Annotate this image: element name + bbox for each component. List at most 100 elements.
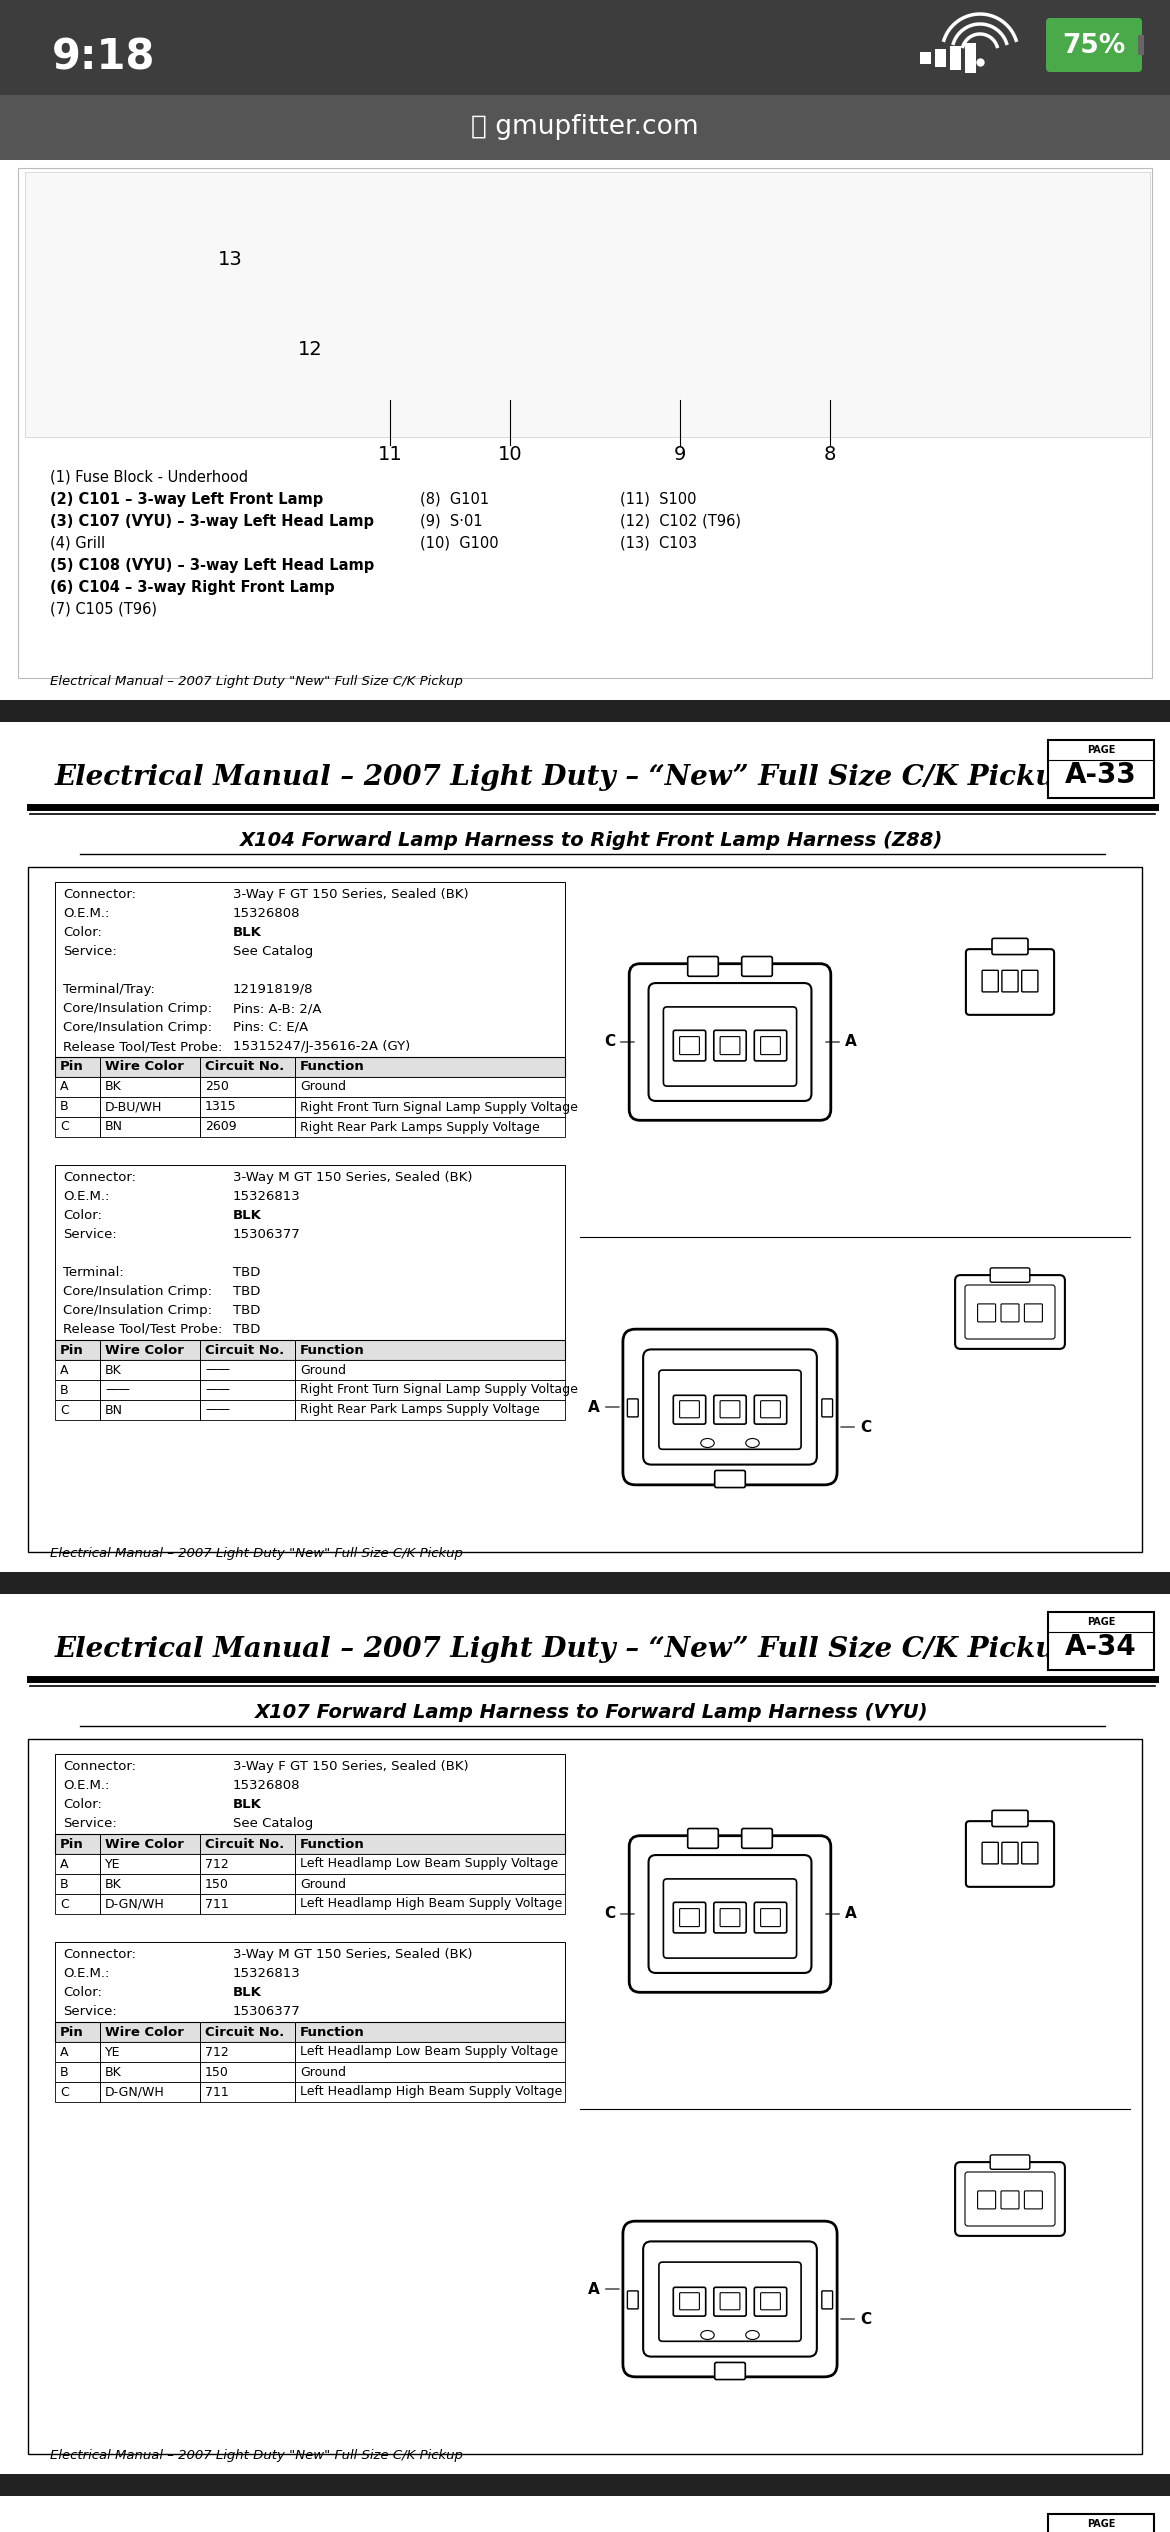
Text: O.E.M.:: O.E.M.: [63,1780,109,1793]
Text: A: A [589,2281,619,2297]
Text: BN: BN [105,1122,123,1134]
Bar [1138,35,1144,56]
Text: A: A [60,1365,69,1377]
Text: 11: 11 [378,446,402,463]
Text: C: C [604,1907,634,1922]
Bar [0,722,1170,1572]
Text: 10: 10 [497,446,522,463]
Text: Left Headlamp High Beam Supply Voltage: Left Headlamp High Beam Supply Voltage [300,2086,563,2099]
Text: (11)  S100: (11) S100 [620,491,696,506]
FancyBboxPatch shape [1025,1304,1042,1322]
FancyBboxPatch shape [688,1828,718,1848]
Text: Ground: Ground [300,2066,346,2079]
FancyBboxPatch shape [55,1874,565,1894]
Text: A: A [60,2046,69,2059]
Text: (2) C101 – 3-way Left Front Lamp: (2) C101 – 3-way Left Front Lamp [50,491,323,506]
FancyBboxPatch shape [982,1843,998,1864]
FancyBboxPatch shape [720,1909,739,1927]
Text: A: A [60,1858,69,1871]
Text: A-33: A-33 [1065,762,1137,790]
Text: Function: Function [300,1838,365,1851]
FancyBboxPatch shape [648,1856,812,1972]
FancyBboxPatch shape [1048,739,1154,798]
Bar [965,43,976,73]
Text: C: C [60,1122,69,1134]
Text: Core/Insulation Crimp:: Core/Insulation Crimp: [63,1003,212,1015]
FancyBboxPatch shape [714,1902,746,1932]
FancyBboxPatch shape [990,2155,1030,2170]
Text: Ground: Ground [300,1081,346,1094]
Text: YE: YE [105,2046,121,2059]
FancyBboxPatch shape [663,1008,797,1086]
FancyBboxPatch shape [680,2291,700,2309]
FancyBboxPatch shape [955,2162,1065,2236]
FancyBboxPatch shape [55,1360,565,1380]
Text: Release Tool/Test Probe:: Release Tool/Test Probe: [63,1324,222,1337]
Text: Electrical Manual – 2007 Light Duty – “New” Full Size C/K Pickup: Electrical Manual – 2007 Light Duty – “N… [55,765,1075,790]
Text: Right Front Turn Signal Lamp Supply Voltage: Right Front Turn Signal Lamp Supply Volt… [300,1382,578,1398]
Text: 15326808: 15326808 [233,906,301,919]
Text: Electrical Manual – 2007 Light Duty "New" Full Size C/K Pickup: Electrical Manual – 2007 Light Duty "New… [50,2448,463,2461]
Text: (4) Grill: (4) Grill [50,537,105,552]
Text: 15306377: 15306377 [233,2005,301,2018]
FancyBboxPatch shape [821,2291,833,2309]
Text: Left Headlamp High Beam Supply Voltage: Left Headlamp High Beam Supply Voltage [300,1896,563,1912]
Text: 🔒 gmupfitter.com: 🔒 gmupfitter.com [472,114,698,139]
Text: Color:: Color: [63,1208,102,1223]
FancyBboxPatch shape [55,1096,565,1117]
Text: D-BU/WH: D-BU/WH [105,1101,163,1114]
Text: Color:: Color: [63,927,102,939]
FancyBboxPatch shape [714,1031,746,1061]
Text: 3-Way M GT 150 Series, Sealed (BK): 3-Way M GT 150 Series, Sealed (BK) [233,1170,473,1185]
Text: (6) C104 – 3-way Right Front Lamp: (6) C104 – 3-way Right Front Lamp [50,580,335,595]
FancyBboxPatch shape [714,2286,746,2317]
FancyBboxPatch shape [629,965,831,1119]
Ellipse shape [701,1438,714,1448]
Text: (7) C105 (T96): (7) C105 (T96) [50,603,157,618]
Text: 1315: 1315 [205,1101,236,1114]
Text: Pins: C: E/A: Pins: C: E/A [233,1020,308,1033]
FancyBboxPatch shape [680,1036,700,1056]
Text: (5) C108 (VYU) – 3-way Left Head Lamp: (5) C108 (VYU) – 3-way Left Head Lamp [50,557,374,572]
Text: Release Tool/Test Probe:: Release Tool/Test Probe: [63,1041,222,1053]
FancyBboxPatch shape [965,1286,1055,1339]
FancyBboxPatch shape [1025,2190,1042,2208]
FancyBboxPatch shape [1002,1304,1019,1322]
Text: BK: BK [105,1365,122,1377]
Bar [0,0,1170,96]
Bar [935,48,947,66]
Text: Left Headlamp Low Beam Supply Voltage: Left Headlamp Low Beam Supply Voltage [300,2046,558,2059]
Text: Wire Color: Wire Color [105,1061,184,1074]
Text: Function: Function [300,1344,365,1357]
Text: Service:: Service: [63,2005,117,2018]
Text: Electrical Manual – 2007 Light Duty – “New” Full Size C/K Pickup: Electrical Manual – 2007 Light Duty – “N… [55,1636,1075,1664]
FancyBboxPatch shape [742,957,772,977]
Text: Core/Insulation Crimp:: Core/Insulation Crimp: [63,1304,212,1317]
FancyBboxPatch shape [629,1836,831,1993]
FancyBboxPatch shape [55,1380,565,1400]
Text: 250: 250 [205,1081,229,1094]
FancyBboxPatch shape [760,1036,780,1056]
Text: B: B [60,1101,69,1114]
Text: 9:18: 9:18 [51,38,156,78]
Bar [25,172,1150,438]
FancyBboxPatch shape [55,1894,565,1914]
Text: Right Rear Park Lamps Supply Voltage: Right Rear Park Lamps Supply Voltage [300,1403,539,1415]
Text: A: A [826,1907,856,1922]
FancyBboxPatch shape [760,1400,780,1418]
Text: BLK: BLK [233,1985,262,1998]
FancyBboxPatch shape [1002,970,1018,993]
Text: BK: BK [105,1879,122,1891]
FancyBboxPatch shape [55,2041,565,2061]
FancyBboxPatch shape [55,1165,565,1339]
Text: 3-Way F GT 150 Series, Sealed (BK): 3-Way F GT 150 Series, Sealed (BK) [233,1760,469,1772]
Text: A: A [60,1081,69,1094]
FancyBboxPatch shape [966,1821,1054,1886]
Text: (8)  G101: (8) G101 [420,491,489,506]
Text: Function: Function [300,2026,365,2038]
FancyBboxPatch shape [978,2190,996,2208]
Text: C: C [60,1896,69,1912]
Text: A: A [589,1400,619,1415]
Bar [0,2474,1170,2497]
Bar [0,160,1170,699]
